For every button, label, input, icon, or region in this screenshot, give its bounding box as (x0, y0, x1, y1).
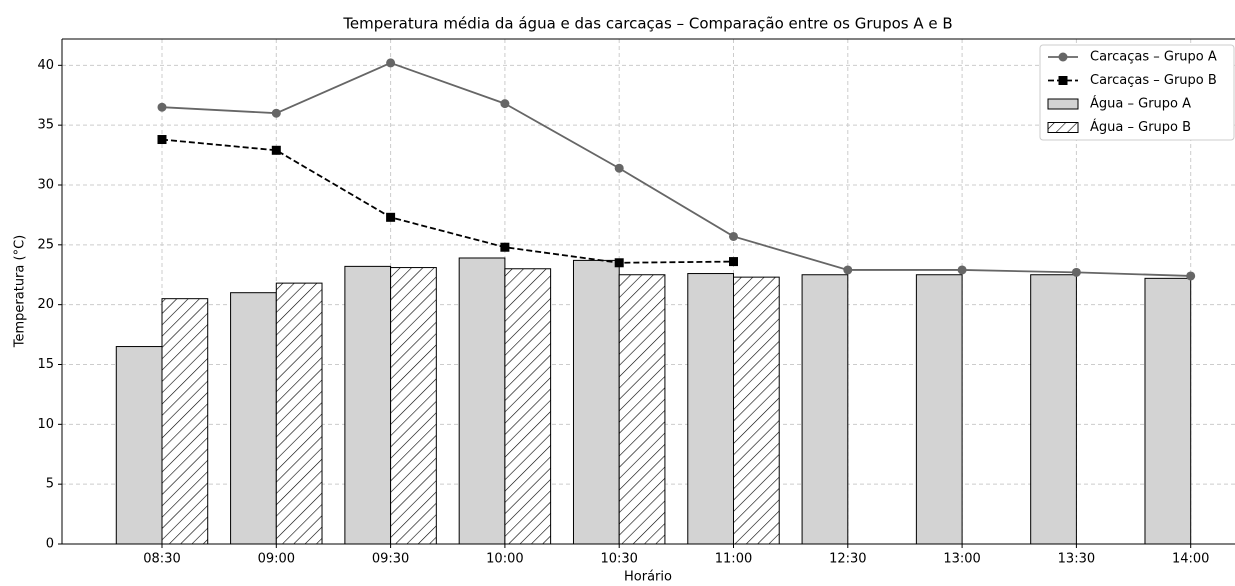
marker (1071, 267, 1081, 277)
legend: Carcaças – Grupo A Carcaças – Grupo B Água… (1039, 44, 1235, 141)
marker (729, 257, 738, 267)
marker (614, 163, 624, 173)
legend-label: Carcaças – Grupo B (1090, 73, 1217, 88)
bar (1030, 274, 1077, 545)
x-tick-label: 10:00 (486, 552, 523, 567)
marker (1058, 76, 1068, 85)
bar (1144, 277, 1192, 545)
bar (733, 276, 780, 545)
bar (458, 257, 506, 545)
legend-swatch (1047, 122, 1079, 133)
bar (504, 268, 552, 545)
marker (843, 265, 853, 275)
y-axis-label: Temperatura (°C) (13, 235, 28, 348)
y-tick-label: 25 (37, 237, 54, 252)
marker (386, 212, 396, 222)
marker (729, 231, 738, 241)
x-tick-label: 13:00 (943, 552, 980, 567)
marker (157, 102, 167, 112)
x-tick-label: 11:00 (715, 552, 752, 567)
line (161, 61, 1191, 277)
y-tick-label: 5 (46, 477, 54, 492)
legend-box (1039, 44, 1235, 141)
bar (572, 259, 620, 545)
legend-label: Água – Grupo A (1090, 96, 1191, 112)
bar (687, 273, 735, 545)
marker (386, 58, 396, 68)
bar (230, 292, 277, 545)
marker (500, 242, 510, 252)
x-axis-label: Horário (624, 570, 672, 585)
bar (161, 298, 209, 545)
marker (1186, 271, 1196, 281)
y-tick-label: 0 (46, 537, 54, 552)
x-tick-label: 09:00 (258, 552, 295, 567)
chart-title: Temperatura média da água e das carcaças… (342, 15, 952, 33)
marker (614, 258, 624, 268)
marker (271, 145, 281, 155)
y-tick-label: 20 (37, 297, 54, 312)
bar (390, 267, 437, 545)
y-tick-label: 30 (37, 177, 54, 192)
x-tick-label: 14:00 (1172, 552, 1209, 567)
bar (618, 274, 666, 545)
y-tick-label: 15 (37, 357, 54, 372)
marker (1058, 52, 1068, 62)
x-tick-label: 10:30 (600, 552, 637, 567)
bar (275, 282, 323, 545)
marker (500, 99, 510, 109)
x-tick-label: 08:30 (143, 552, 180, 567)
line (161, 138, 734, 264)
y-tick-label: 40 (37, 58, 54, 73)
marker (157, 135, 167, 145)
bar (344, 265, 392, 545)
y-tick-label: 35 (37, 118, 54, 133)
marker (957, 265, 967, 275)
legend-label: Água – Grupo B (1090, 119, 1191, 135)
bar (115, 346, 163, 545)
legend-label: Carcaças – Grupo A (1090, 50, 1217, 65)
x-tick-label: 09:30 (372, 552, 409, 567)
x-tick-label: 12:30 (829, 552, 866, 567)
x-tick-label: 13:30 (1058, 552, 1095, 567)
legend-swatch (1047, 98, 1079, 110)
marker (271, 108, 281, 118)
bar (915, 274, 963, 545)
y-tick-label: 10 (37, 417, 54, 432)
bar (801, 274, 849, 545)
